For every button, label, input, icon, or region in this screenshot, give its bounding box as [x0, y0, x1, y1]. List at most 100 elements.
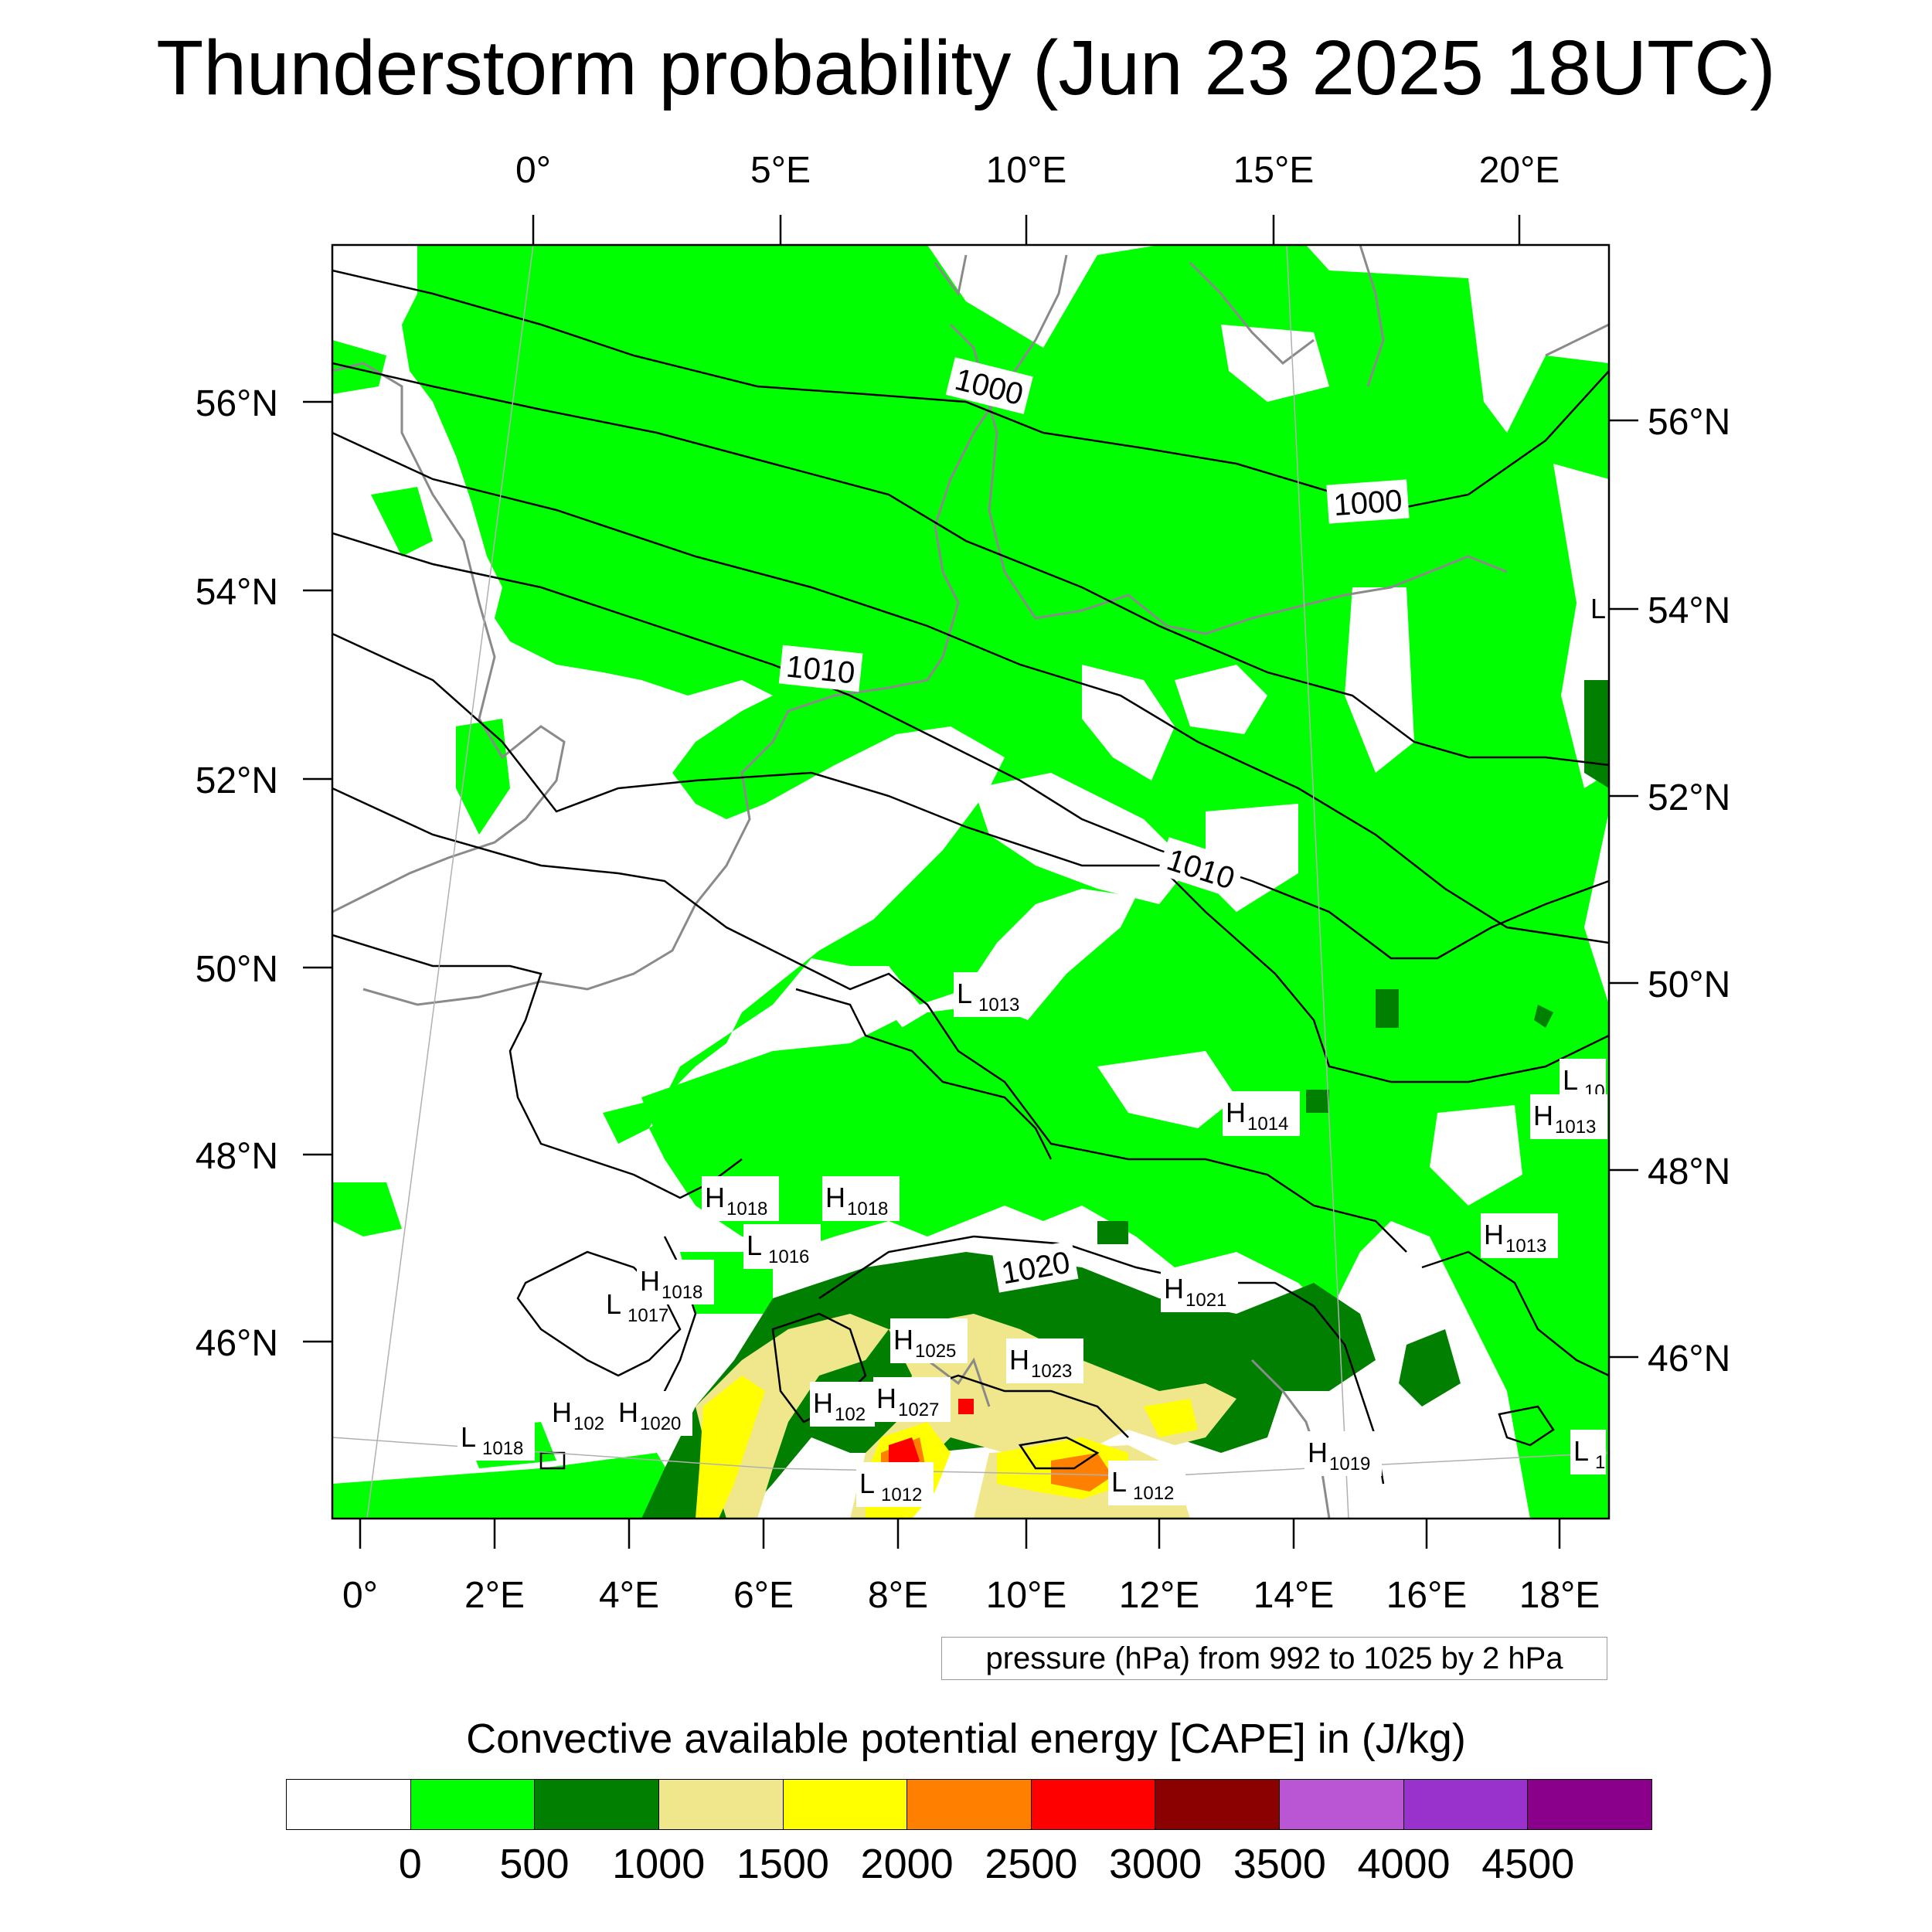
bottom-lon-labels: 0° 2°E 4°E 6°E 8°E 10°E 12°E 14°E 16°E 1…: [342, 1575, 1600, 1616]
colorbar-label: 4500: [1481, 1841, 1575, 1887]
cape-region-500-1000: [1097, 1221, 1128, 1244]
pressure-center-value: 1013: [1505, 1236, 1546, 1257]
pressure-center-value: 1: [1595, 1452, 1605, 1473]
pressure-center-value: 1013: [1555, 1117, 1596, 1138]
top-ticks: [532, 215, 1521, 245]
coast-denmark-baltic: [949, 323, 1508, 635]
coast-continental: [362, 254, 1068, 1006]
meridian-line: [366, 245, 534, 1519]
isobar: [332, 787, 1407, 1253]
tick-label: 20°E: [1479, 150, 1560, 191]
coast-sweden: [1189, 261, 1315, 365]
pressure-center-value: 1023: [1031, 1361, 1072, 1382]
tick-label: 50°N: [196, 949, 278, 990]
tick-label: 56°N: [1648, 402, 1730, 443]
pressure-center-value: 1018: [847, 1199, 888, 1219]
isobar: [1421, 1250, 1609, 1377]
isobar-label: 1000: [1332, 484, 1403, 522]
colorbar-swatch: [907, 1780, 1032, 1829]
colorbar-label: 2500: [985, 1841, 1078, 1887]
coast-gotland: [1359, 245, 1385, 387]
cape-region-1000-1500: [696, 1314, 889, 1519]
pressure-center-value: 102: [573, 1413, 604, 1434]
cape-gap: [1175, 665, 1267, 734]
right-ticks: [1609, 419, 1638, 1359]
colorbar-title: Convective available potential energy [C…: [466, 1716, 1466, 1762]
tick-label: 46°N: [196, 1323, 278, 1364]
tick-label: 46°N: [1648, 1338, 1730, 1379]
pressure-center-letter: L: [461, 1421, 476, 1453]
tick-label: 12°E: [1119, 1575, 1200, 1616]
coastlines: [332, 245, 1609, 1519]
pressure-center-value: 102: [835, 1404, 866, 1425]
pressure-center-letter: H: [825, 1182, 845, 1213]
pressure-center-value: 1012: [881, 1485, 922, 1505]
isobar: [332, 362, 1609, 767]
colorbar-label: 2000: [860, 1841, 954, 1887]
cape-region-500-1000: [1306, 1090, 1329, 1113]
cape-region-2500-3000: [958, 1399, 974, 1414]
pressure-center-letter: H: [1009, 1344, 1029, 1376]
pressure-center-value: 1018: [662, 1282, 702, 1303]
pressure-center-value: 1013: [978, 995, 1019, 1015]
left-lat-labels: 56°N 54°N 52°N 50°N 48°N 46°N: [196, 383, 278, 1364]
right-lat-labels: 56°N 54°N 52°N 50°N 48°N 46°N: [1648, 402, 1730, 1379]
pressure-center-letter: L: [1590, 593, 1606, 624]
graticule: [332, 245, 1609, 1519]
pressure-center-letter: H: [1164, 1273, 1184, 1304]
pressure-center-value: 1014: [1247, 1114, 1288, 1134]
cape-gap: [1221, 325, 1329, 402]
tick-label: 10°E: [986, 1575, 1067, 1616]
colorbar-swatch: [535, 1780, 659, 1829]
tick-label: 10°E: [986, 150, 1067, 191]
pressure-center-letter: L: [957, 978, 972, 1009]
contour-info-label: pressure (hPa) from 992 to 1025 by 2 hPa: [941, 1637, 1607, 1680]
tick-label: 16°E: [1386, 1575, 1468, 1616]
isobar: [332, 632, 1609, 1083]
pressure-center-letter: H: [640, 1265, 660, 1297]
pressure-center-value: 1020: [640, 1413, 681, 1434]
cape-region-2000-2500: [1051, 1453, 1113, 1492]
tick-label: 6°E: [733, 1575, 794, 1616]
pressure-center-letter: H: [1226, 1097, 1246, 1128]
isobar: [1498, 1405, 1555, 1447]
tick-label: 0°: [342, 1575, 378, 1616]
isobar: [332, 934, 743, 1199]
pressure-center-letter: L: [1573, 1435, 1589, 1467]
pressure-center-letter: L: [1111, 1466, 1127, 1498]
tick-label: 54°N: [1648, 590, 1730, 631]
cape-gap: [974, 773, 1190, 904]
left-ticks: [303, 400, 332, 1343]
pressure-center-letter: H: [1484, 1219, 1504, 1250]
colorbar-label: 3000: [1109, 1841, 1202, 1887]
pressure-center-value: 1025: [915, 1341, 956, 1362]
pressure-center-value: 1018: [726, 1199, 767, 1219]
pressure-center-value: 1019: [1329, 1454, 1370, 1475]
pressure-center-value: 1021: [1185, 1290, 1226, 1311]
cape-region-0-500: [332, 1182, 402, 1236]
pressure-center-letter: H: [1308, 1437, 1328, 1468]
tick-label: 5°E: [750, 150, 811, 191]
colorbar-label: 1500: [736, 1841, 829, 1887]
cape-gap: [1345, 587, 1414, 773]
cape-region-0-500: [332, 1453, 696, 1519]
colorbar: [286, 1779, 1652, 1830]
colorbar-label: 0: [398, 1841, 422, 1887]
colorbar-label: 500: [499, 1841, 570, 1887]
pressure-center-letter: L: [606, 1288, 621, 1320]
meridian-line: [1286, 245, 1349, 1519]
coast-britain: [332, 362, 566, 913]
isobar: [516, 1250, 682, 1377]
pressure-center-letter: H: [552, 1396, 572, 1428]
colorbar-label: 3500: [1233, 1841, 1326, 1887]
colorbar-swatch: [1155, 1780, 1281, 1829]
pressure-center-letter: L: [859, 1468, 875, 1499]
pressure-center-value: 1012: [1133, 1483, 1174, 1504]
pressure-center-value: 1018: [482, 1438, 523, 1459]
map-frame: [331, 243, 1611, 1520]
pressure-center-letter: L: [1563, 1064, 1578, 1096]
colorbar-swatch: [287, 1780, 411, 1829]
coast-adriatic: [1250, 1359, 1331, 1519]
pressure-center-labels: L 1013 H 1014 L 10 H 1013 H 1013 H 1018 H 1018 …: [457, 587, 1611, 1507]
